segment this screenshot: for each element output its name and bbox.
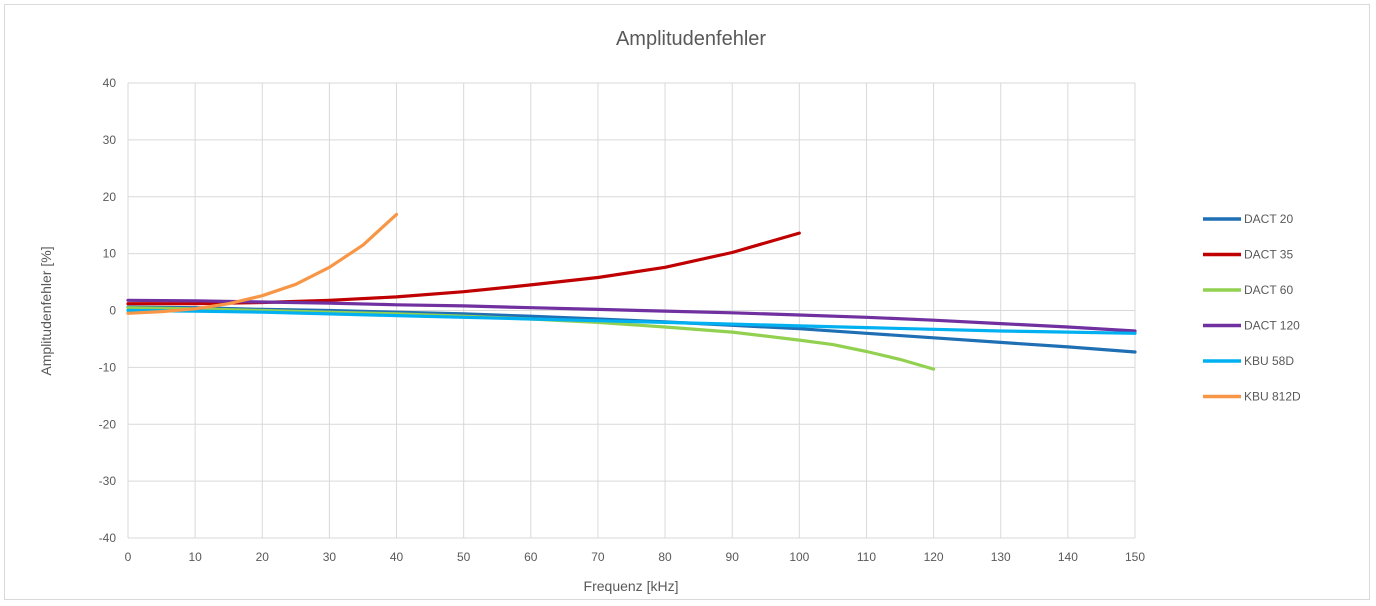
y-tick-label: 30 [103, 133, 117, 147]
legend-label: DACT 35 [1244, 248, 1293, 262]
y-tick-label: 20 [103, 190, 117, 204]
x-tick-label: 60 [524, 550, 538, 564]
x-tick-label: 110 [857, 550, 876, 564]
y-axis-label: Amplitudenfehler [%] [38, 246, 54, 375]
series-line-2 [126, 306, 936, 371]
y-tick-label: -10 [99, 360, 117, 374]
y-tick-label: 10 [103, 247, 117, 261]
chart-frame: Amplitudenfehler -40 -30 -20 -10 0 10 20 30 40 0… [4, 4, 1370, 600]
y-tick-labels: -40 -30 -20 -10 0 10 20 30 40 [99, 76, 117, 545]
x-tick-label: 0 [125, 550, 132, 564]
legend-label: DACT 120 [1244, 319, 1300, 333]
x-tick-label: 130 [991, 550, 1011, 564]
x-tick-label: 90 [726, 550, 740, 564]
legend-label: DACT 60 [1244, 283, 1293, 297]
x-tick-label: 10 [188, 550, 202, 564]
chart-title: Amplitudenfehler [616, 28, 766, 50]
x-tick-label: 100 [789, 550, 809, 564]
x-tick-label: 150 [1125, 550, 1145, 564]
x-tick-label: 140 [1058, 550, 1078, 564]
legend-label: KBU 58D [1244, 354, 1294, 368]
x-axis-label: Frequenz [kHz] [584, 578, 679, 594]
y-tick-label: -40 [99, 531, 117, 545]
x-tick-label: 70 [591, 550, 605, 564]
series-line-5 [126, 212, 399, 315]
y-tick-label: -20 [99, 417, 117, 431]
legend-label: DACT 20 [1244, 212, 1293, 226]
x-tick-label: 40 [390, 550, 404, 564]
series-line-1 [126, 231, 801, 306]
x-tick-label: 50 [457, 550, 471, 564]
legend: DACT 20 DACT 35 DACT 60 DACT 120 KBU 58D KBU … [1203, 212, 1301, 404]
x-tick-label: 20 [256, 550, 270, 564]
x-tick-label: 80 [658, 550, 672, 564]
series-line-3 [126, 298, 1137, 333]
x-tick-labels: 0 10 20 30 40 50 60 70 80 90 100 110 120 130 140 150 [125, 550, 1146, 564]
y-tick-label: 0 [109, 304, 116, 318]
y-tick-label: 40 [103, 76, 117, 90]
y-tick-label: -30 [99, 474, 117, 488]
series-line-4 [126, 308, 1137, 335]
chart-svg: Amplitudenfehler -40 -30 -20 -10 0 10 20 30 40 0… [38, 28, 1301, 594]
x-tick-label: 120 [924, 550, 944, 564]
x-tick-label: 30 [323, 550, 337, 564]
legend-label: KBU 812D [1244, 390, 1301, 404]
series-lines [126, 212, 1137, 371]
